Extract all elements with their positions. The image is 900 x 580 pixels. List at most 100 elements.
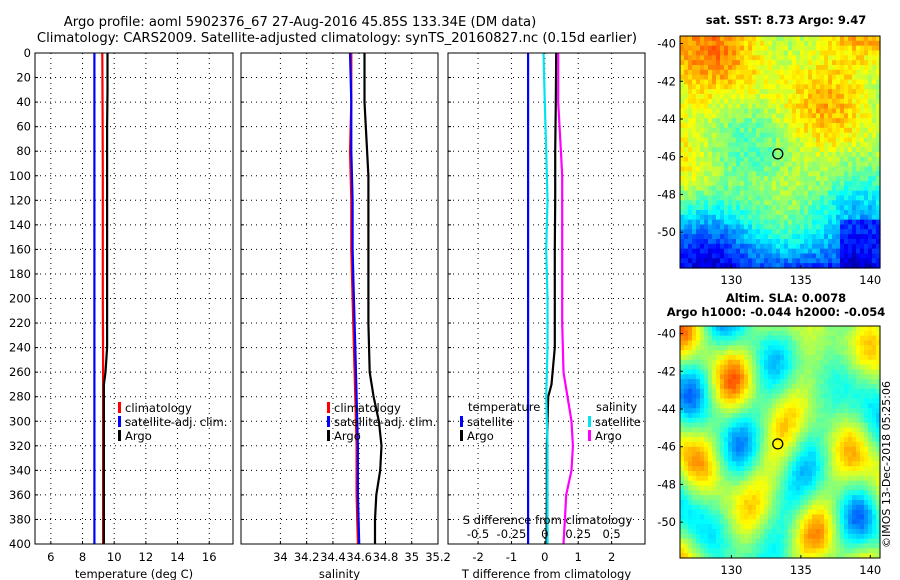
map-cell [780, 60, 785, 66]
map-cell [740, 330, 745, 337]
map-cell [748, 142, 753, 148]
map-cell [872, 490, 877, 496]
map-cell [684, 263, 689, 269]
map-cell [772, 446, 777, 453]
map-cell [716, 195, 721, 201]
map-cell [728, 359, 733, 366]
map-cell [720, 156, 725, 163]
map-cell [760, 432, 765, 438]
map-cell [848, 60, 853, 66]
map-cell [740, 374, 745, 380]
map-cell [768, 214, 773, 221]
map-cell [800, 417, 805, 424]
map-cell [696, 533, 701, 540]
map-cell [784, 495, 789, 501]
map-cell [832, 442, 837, 448]
map-cell [740, 519, 745, 525]
map-cell [784, 461, 789, 467]
map-cell [788, 524, 793, 530]
map-cell [828, 60, 833, 66]
map-cell [696, 393, 701, 400]
map-cell [696, 147, 701, 153]
map-cell [716, 137, 721, 143]
map-cell [864, 330, 869, 337]
map-cell [700, 94, 705, 100]
map-cell [844, 451, 849, 458]
map-cell [732, 132, 737, 139]
map-cell [840, 239, 845, 245]
map-cell [852, 190, 857, 197]
map-cell [740, 113, 745, 119]
map-cell [800, 156, 805, 163]
map-cell [864, 398, 869, 404]
map-cell [704, 514, 709, 520]
map-cell [728, 94, 733, 100]
map-cell [736, 422, 741, 429]
map-cell [848, 335, 853, 342]
map-cell [736, 60, 741, 66]
map-cell [836, 171, 841, 177]
map-cell [748, 529, 753, 535]
map-cell [772, 403, 777, 409]
map-cell [732, 495, 737, 501]
map-cell [752, 200, 757, 206]
map-cell [740, 417, 745, 424]
map-cell [764, 89, 769, 95]
map-cell [736, 432, 741, 438]
map-cell [844, 248, 849, 255]
map-cell [696, 364, 701, 371]
map-cell [704, 388, 709, 395]
map-cell [872, 127, 877, 134]
map-cell [708, 253, 713, 259]
map-cell [700, 490, 705, 496]
map-cell [728, 533, 733, 540]
map-cell [756, 161, 761, 168]
map-cell [716, 234, 721, 240]
map-cell [796, 359, 801, 366]
map-cell [712, 533, 717, 540]
map-cell [772, 69, 777, 76]
map-cell [852, 200, 857, 206]
map-cell [848, 388, 853, 395]
map-cell [736, 36, 741, 42]
map-cell [704, 200, 709, 206]
map-cell [844, 176, 849, 182]
map-cell [876, 89, 881, 95]
map-cell [832, 60, 837, 66]
y-tick-label: 260 [9, 365, 31, 379]
map-cell [760, 538, 765, 545]
map-cell [756, 500, 761, 506]
map-cell [836, 94, 841, 100]
map-cell [728, 200, 733, 206]
map-cell [788, 355, 793, 361]
map-cell [816, 384, 821, 390]
map-cell [792, 504, 797, 511]
map-cell [756, 45, 761, 52]
map-cell [712, 113, 717, 119]
map-cell [716, 369, 721, 375]
map-cell [748, 326, 753, 332]
map-cell [732, 451, 737, 458]
map-cell [728, 132, 733, 139]
map-cell [808, 108, 813, 114]
map-cell [780, 451, 785, 458]
map-cell [836, 118, 841, 124]
map-cell [864, 127, 869, 134]
map-cell [716, 40, 721, 47]
map-cell [744, 103, 749, 110]
map-cell [708, 451, 713, 458]
map-cell [768, 210, 773, 216]
map-cell [756, 36, 761, 42]
map-cell [860, 340, 865, 346]
map-cell [832, 195, 837, 201]
map-cell [704, 248, 709, 255]
map-cell [684, 200, 689, 206]
map-cell [872, 422, 877, 429]
map-cell [716, 345, 721, 351]
map-cell [780, 509, 785, 516]
map-cell [776, 118, 781, 124]
map-cell [804, 152, 809, 158]
map-cell [760, 364, 765, 371]
map-cell [780, 495, 785, 501]
map-cell [740, 524, 745, 530]
